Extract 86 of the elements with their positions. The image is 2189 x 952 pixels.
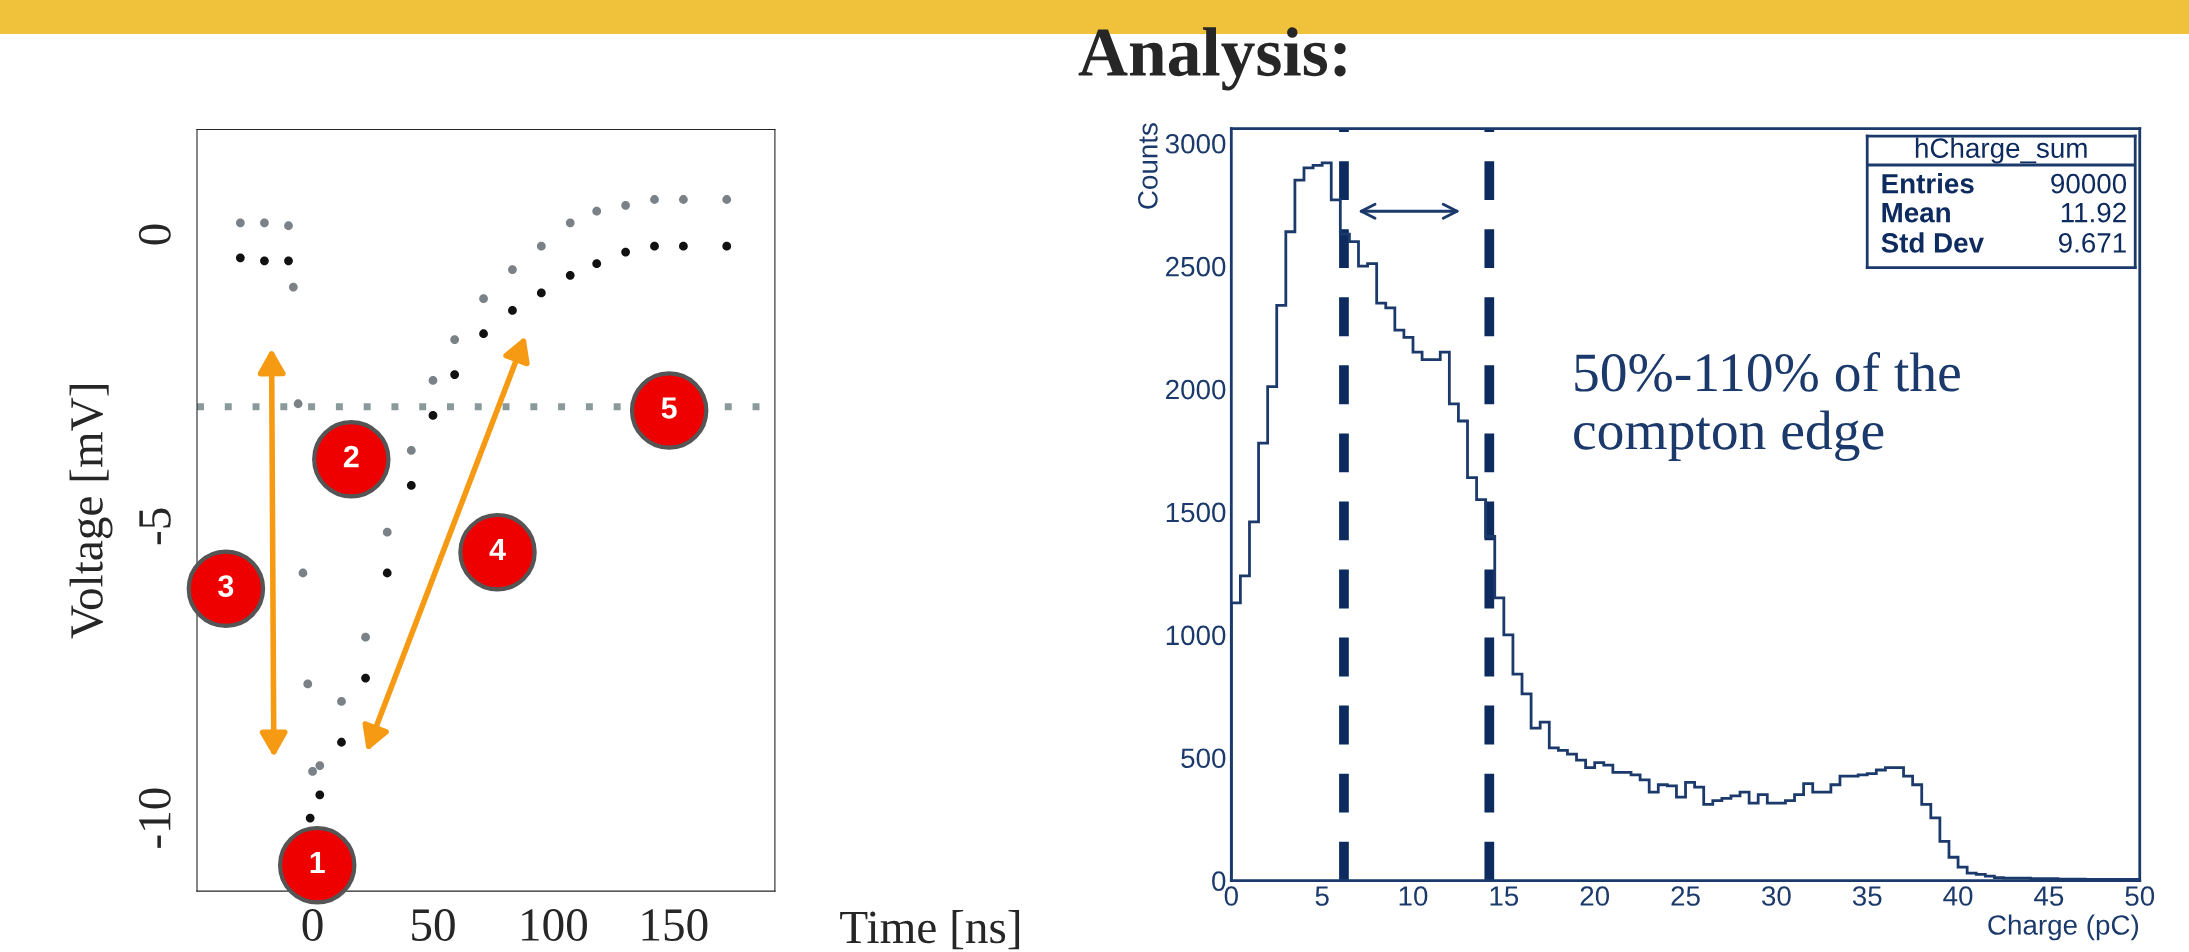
point: [621, 247, 631, 257]
annotation: 9.671: [2058, 233, 2126, 253]
annotation: 1: [310, 852, 325, 874]
point: [288, 282, 298, 292]
x-tick-label: 100: [522, 909, 587, 941]
point: [592, 206, 602, 216]
point: [406, 446, 416, 455]
point: [293, 399, 303, 409]
point: [235, 218, 245, 228]
annotation: 11.92: [2061, 202, 2126, 223]
x-tick-label: 35: [1852, 886, 1882, 906]
point: [235, 253, 245, 263]
y-tick-label: -10: [138, 788, 171, 848]
annotation: 4: [489, 539, 506, 561]
chart-title: Analysis:: [1078, 27, 1346, 91]
point: [406, 481, 416, 490]
x-tick-label: 45: [2034, 886, 2064, 906]
x-tick-label: 20: [1580, 886, 1610, 906]
x-tick-label: 50: [2125, 886, 2155, 906]
x-tick-label: 5: [1315, 886, 1329, 906]
point: [284, 256, 293, 266]
annotation: Mean: [1882, 203, 1950, 223]
y-axis-title: Counts: [1138, 123, 1158, 209]
point: [260, 218, 269, 228]
x-axis-title: Charge (pC): [1988, 914, 2139, 941]
y-tick-label: 1500: [1166, 502, 1226, 523]
y-tick-label: 0: [138, 224, 171, 245]
x-tick-label: 15: [1490, 886, 1519, 906]
point: [722, 241, 732, 251]
point: [284, 221, 293, 231]
y-tick-label: 1000: [1166, 625, 1226, 646]
point: [382, 568, 392, 578]
point: [308, 767, 317, 776]
point: [536, 241, 546, 251]
point: [298, 568, 308, 578]
point: [479, 294, 488, 304]
x-tick-label: 150: [642, 909, 708, 941]
x-tick-label: 25: [1671, 886, 1700, 906]
point: [479, 329, 488, 339]
point: [679, 241, 688, 251]
point: [679, 195, 688, 204]
point: [361, 673, 370, 683]
point: [337, 737, 346, 747]
y-axis-title: Voltage [mV]: [69, 385, 113, 639]
point: [428, 376, 438, 385]
point: [303, 679, 313, 689]
point: [621, 200, 631, 210]
annotation: 50%-110% of the compton edge: [1574, 351, 1960, 462]
y-tick-label: 2000: [1166, 379, 1226, 400]
point: [508, 265, 517, 274]
point: [450, 370, 460, 379]
annotation: 2: [343, 445, 359, 468]
x-axis-title: Time [ns]: [840, 910, 1020, 950]
x-tick-label: 30: [1761, 886, 1791, 906]
x-tick-label: 10: [1399, 886, 1428, 906]
point: [305, 813, 315, 823]
y-tick-label: 3000: [1165, 133, 1226, 154]
point: [592, 259, 602, 269]
point: [337, 697, 346, 706]
point: [450, 335, 460, 344]
point: [382, 527, 392, 537]
annotation: 3: [218, 575, 234, 597]
x-tick-label: 0: [302, 909, 323, 941]
y-tick-label: 0: [1212, 871, 1226, 891]
point: [650, 241, 659, 251]
point: [508, 306, 517, 315]
annotation: hCharge_sum: [1915, 137, 2087, 164]
y-tick-label: 2500: [1166, 256, 1226, 277]
y-tick-label: 500: [1181, 748, 1226, 769]
annotation: Std Dev: [1881, 232, 1984, 253]
point: [565, 218, 575, 228]
point: [260, 256, 269, 266]
point: [650, 195, 659, 204]
annotation: 5: [661, 397, 677, 419]
y-tick-label: -5: [139, 508, 171, 545]
point: [315, 790, 325, 800]
x-tick-label: 40: [1943, 886, 1973, 906]
point: [722, 195, 732, 204]
point: [428, 411, 438, 420]
x-tick-label: 50: [412, 909, 455, 941]
point: [565, 270, 575, 280]
point: [315, 761, 325, 770]
point: [536, 288, 546, 298]
point: [361, 632, 370, 642]
annotation: Entries: [1882, 173, 1974, 194]
annotation: 90000: [2051, 173, 2127, 194]
